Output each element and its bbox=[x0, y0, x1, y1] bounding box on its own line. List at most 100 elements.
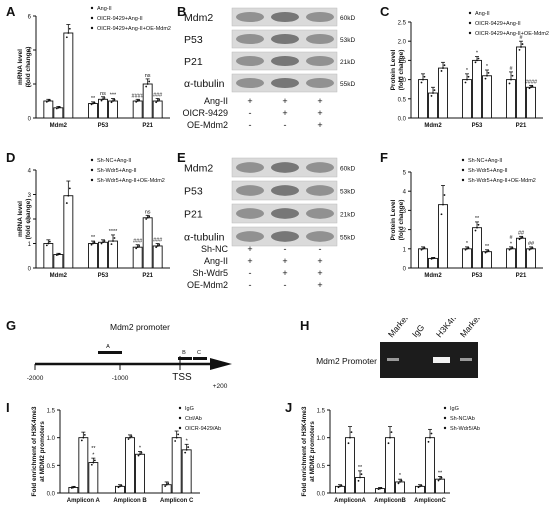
blot-band-label: Mdm2 bbox=[184, 163, 213, 175]
blot-condition-mark: + bbox=[247, 256, 252, 266]
amplicon-b-bar bbox=[178, 357, 192, 360]
data-point bbox=[177, 433, 180, 436]
data-point bbox=[350, 431, 353, 434]
data-point bbox=[439, 478, 441, 481]
legend-entry: Sh-Wdr5+Ang-II+OE-Mdm2 bbox=[468, 178, 536, 184]
bar bbox=[142, 217, 153, 269]
legend-marker bbox=[443, 426, 447, 430]
y-tick-label: 5 bbox=[403, 171, 407, 177]
legend-entry: OICR-9429+Ang-II bbox=[97, 16, 143, 22]
legend-marker bbox=[468, 31, 472, 35]
bar bbox=[98, 98, 108, 119]
legend-marker bbox=[461, 158, 465, 162]
data-point bbox=[55, 107, 58, 110]
data-point bbox=[184, 451, 187, 454]
blot-band bbox=[236, 185, 264, 196]
x-tick-label: Mdm2 bbox=[50, 273, 68, 279]
data-point bbox=[185, 448, 188, 451]
bar bbox=[181, 449, 192, 494]
bar bbox=[472, 227, 482, 269]
y-tick-label: 4 bbox=[403, 190, 407, 196]
data-point bbox=[73, 486, 76, 488]
bar bbox=[526, 86, 536, 119]
data-point bbox=[82, 436, 85, 439]
blot-band bbox=[271, 185, 299, 196]
significance-label: # * bbox=[509, 235, 513, 248]
y-tick-label: 2.5 bbox=[398, 21, 407, 27]
data-point bbox=[67, 32, 70, 34]
blot-condition-mark: + bbox=[247, 244, 252, 254]
bar bbox=[132, 246, 143, 269]
data-point bbox=[113, 237, 116, 239]
bar bbox=[395, 481, 405, 494]
blot-band bbox=[236, 11, 264, 23]
bar bbox=[425, 437, 435, 494]
legend-marker bbox=[178, 426, 182, 430]
data-point bbox=[518, 238, 521, 241]
data-point bbox=[440, 70, 443, 72]
data-point bbox=[430, 95, 433, 97]
legend-entry: Sh-Wdr5+Ang-II bbox=[97, 168, 137, 174]
legend-entry: Sh-NC/Ab bbox=[450, 416, 475, 422]
significance-label: # bbox=[509, 66, 513, 72]
data-point bbox=[466, 78, 468, 81]
y-tick-label: 0.5 bbox=[47, 464, 56, 470]
position-label: -1000 bbox=[112, 375, 129, 382]
y-axis-label: Fold enrichment of H3K4me3 bbox=[31, 406, 38, 496]
blot-condition-mark: + bbox=[317, 96, 322, 106]
bar bbox=[345, 437, 355, 494]
significance-label: ns bbox=[100, 91, 106, 97]
significance-label: * bbox=[186, 438, 189, 444]
data-point bbox=[135, 247, 138, 250]
data-point bbox=[93, 101, 96, 104]
data-point bbox=[129, 436, 131, 439]
bar bbox=[78, 437, 89, 494]
blot-condition-mark: + bbox=[282, 256, 287, 266]
data-point bbox=[156, 100, 159, 102]
blot-band-label: P21 bbox=[184, 209, 203, 221]
bar bbox=[516, 237, 526, 269]
y-tick-label: 4 bbox=[28, 49, 32, 55]
data-point bbox=[164, 485, 167, 487]
data-point bbox=[466, 247, 468, 250]
data-point bbox=[464, 248, 467, 251]
legend-entry: IgG bbox=[450, 406, 459, 412]
data-point bbox=[520, 46, 522, 48]
data-point bbox=[400, 479, 403, 482]
legend-entry: OICR-9429/Ab bbox=[185, 426, 221, 432]
blot-size-label: 55kD bbox=[340, 81, 355, 88]
data-point bbox=[349, 436, 351, 439]
blot-band bbox=[306, 162, 334, 173]
data-point bbox=[347, 442, 350, 445]
blot-condition-label: Ang-II bbox=[204, 96, 228, 106]
legend-entry: Sh-NC+Ang-II bbox=[468, 158, 503, 164]
blot-band bbox=[236, 162, 264, 173]
data-point bbox=[155, 101, 158, 104]
data-point bbox=[146, 83, 149, 85]
x-tick-label: Mdm2 bbox=[50, 123, 68, 129]
data-point bbox=[146, 216, 149, 219]
data-point bbox=[139, 453, 141, 456]
legend-entry: Ctrl/Ab bbox=[185, 416, 202, 422]
data-point bbox=[70, 487, 73, 489]
data-point bbox=[57, 106, 60, 109]
blot-condition-mark: + bbox=[282, 96, 287, 106]
data-point bbox=[399, 481, 401, 483]
data-point bbox=[380, 487, 383, 489]
data-point bbox=[531, 85, 534, 88]
data-point bbox=[148, 215, 151, 218]
significance-label: ** bbox=[91, 96, 96, 102]
legend-entry: Ang-II bbox=[97, 6, 112, 12]
blot-condition-mark: + bbox=[317, 120, 322, 130]
significance-label: * bbox=[139, 446, 142, 452]
blot-band-label: P53 bbox=[184, 34, 203, 46]
significance-label: **** bbox=[109, 229, 118, 235]
data-point bbox=[110, 101, 113, 104]
blot-band bbox=[271, 55, 299, 67]
y-tick-label: 0.5 bbox=[317, 464, 326, 470]
bar bbox=[88, 243, 98, 269]
data-point bbox=[90, 243, 93, 246]
data-point bbox=[433, 89, 436, 92]
data-point bbox=[48, 240, 51, 243]
